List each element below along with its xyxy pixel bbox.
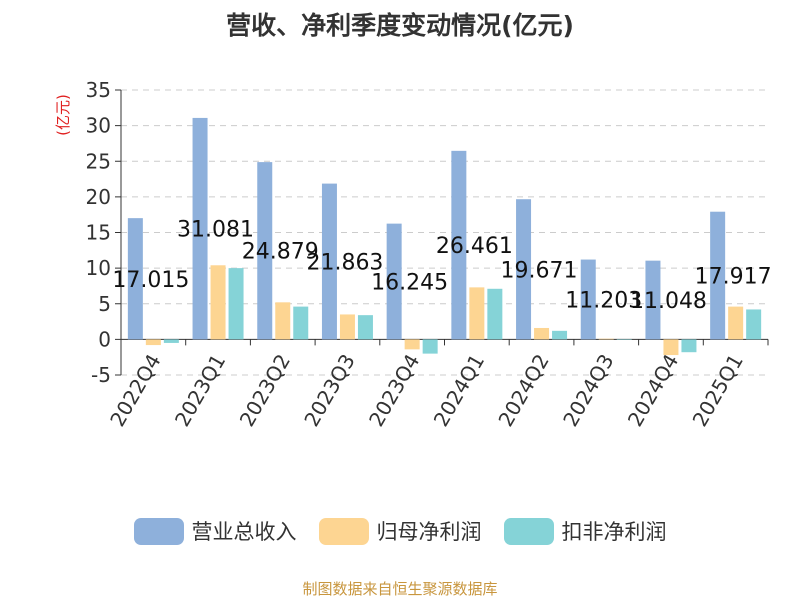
legend-swatch-net-profit bbox=[318, 517, 369, 545]
bar-deducted-profit-2023Q3 bbox=[357, 315, 373, 340]
data-label: 16.245 bbox=[371, 271, 448, 296]
y-tick-label: 25 bbox=[86, 149, 111, 173]
legend-label-net-profit: 归母净利润 bbox=[376, 520, 482, 544]
legend: 营业总收入 归母净利润 扣非净利润 bbox=[0, 516, 800, 546]
y-tick-label: 5 bbox=[98, 292, 111, 316]
y-tick-label: 10 bbox=[86, 256, 111, 280]
bar-deducted-profit-2022Q4 bbox=[163, 339, 179, 343]
bar-revenue-2023Q4 bbox=[386, 223, 402, 340]
bar-deducted-profit-2024Q1 bbox=[487, 288, 503, 340]
legend-item-net-profit: 归母净利润 bbox=[318, 516, 482, 546]
data-label: 11.203 bbox=[565, 288, 642, 313]
bar-deducted-profit-2025Q1 bbox=[746, 309, 762, 340]
bar-net-profit-2023Q1 bbox=[210, 265, 226, 340]
bar-deducted-profit-2024Q2 bbox=[552, 330, 568, 340]
x-tick-label: 2024Q1 bbox=[429, 350, 489, 431]
bar-revenue-2024Q4 bbox=[645, 260, 661, 340]
x-tick-label: 2024Q2 bbox=[493, 350, 553, 431]
bar-net-profit-2023Q2 bbox=[275, 302, 291, 340]
bar-net-profit-2024Q1 bbox=[469, 287, 485, 340]
data-label: 21.863 bbox=[306, 250, 383, 275]
bar-revenue-2024Q3 bbox=[580, 259, 596, 340]
bar-revenue-2023Q1 bbox=[192, 117, 208, 340]
y-tick-label: 35 bbox=[86, 78, 111, 102]
y-tick-label: 20 bbox=[86, 185, 111, 209]
bar-deducted-profit-2023Q1 bbox=[228, 268, 244, 340]
legend-swatch-revenue bbox=[133, 517, 184, 545]
y-tick-label: 30 bbox=[86, 114, 111, 138]
data-label: 24.879 bbox=[242, 240, 319, 265]
axes: -5 0 5 10 15 20 25 30 35 2022Q4 2023Q1 2023Q2 2023Q3… bbox=[86, 78, 769, 431]
bar-net-profit-2023Q3 bbox=[339, 314, 355, 340]
bar-net-profit-2024Q2 bbox=[534, 327, 550, 340]
x-tick-label: 2025Q1 bbox=[688, 350, 748, 431]
bar-deducted-profit-2023Q2 bbox=[293, 306, 309, 340]
x-tick-label: 2022Q4 bbox=[105, 350, 165, 431]
data-label: 31.081 bbox=[177, 218, 254, 243]
x-tick-label: 2023Q3 bbox=[299, 350, 359, 431]
data-label: 17.917 bbox=[695, 265, 772, 290]
data-label: 11.048 bbox=[630, 289, 707, 314]
y-tick-label: 0 bbox=[98, 327, 111, 351]
bar-net-profit-2024Q3 bbox=[598, 338, 614, 340]
bars bbox=[127, 117, 762, 356]
bar-deducted-profit-2024Q4 bbox=[681, 339, 697, 353]
bar-revenue-2023Q3 bbox=[321, 183, 337, 340]
bar-revenue-2024Q1 bbox=[451, 150, 467, 340]
y-tick-label: -5 bbox=[91, 363, 111, 387]
bar-revenue-2025Q1 bbox=[710, 211, 726, 340]
data-label: 17.015 bbox=[112, 268, 189, 293]
legend-swatch-deducted-profit bbox=[503, 517, 554, 545]
bar-revenue-2022Q4 bbox=[127, 218, 143, 340]
x-tick-label: 2024Q3 bbox=[558, 350, 618, 431]
legend-label-deducted-profit: 扣非净利润 bbox=[561, 520, 667, 544]
bar-net-profit-2024Q4 bbox=[663, 339, 679, 356]
x-tick-label: 2023Q2 bbox=[235, 350, 295, 431]
legend-item-revenue: 营业总收入 bbox=[133, 516, 297, 546]
x-tick-label: 2023Q4 bbox=[364, 350, 424, 431]
data-label: 26.461 bbox=[436, 234, 513, 259]
chart-title: 营收、净利季度变动情况(亿元) bbox=[226, 11, 574, 40]
legend-item-deducted-profit: 扣非净利润 bbox=[503, 516, 667, 546]
bar-revenue-2024Q2 bbox=[516, 199, 532, 340]
bar-deducted-profit-2023Q4 bbox=[422, 339, 438, 354]
bar-revenue-2023Q2 bbox=[257, 162, 273, 340]
data-label: 19.671 bbox=[501, 258, 578, 283]
x-tick-label: 2023Q1 bbox=[170, 350, 230, 431]
bar-net-profit-2023Q4 bbox=[404, 339, 420, 350]
y-tick-label: 15 bbox=[86, 221, 111, 245]
y-axis-label: (亿元) bbox=[54, 94, 72, 136]
bar-net-profit-2022Q4 bbox=[145, 339, 161, 346]
source-note: 制图数据来自恒生聚源数据库 bbox=[302, 580, 498, 598]
bar-deducted-profit-2024Q3 bbox=[616, 339, 632, 340]
bar-net-profit-2025Q1 bbox=[728, 306, 744, 340]
legend-label-revenue: 营业总收入 bbox=[191, 520, 297, 544]
x-tick-label: 2024Q4 bbox=[623, 350, 683, 431]
